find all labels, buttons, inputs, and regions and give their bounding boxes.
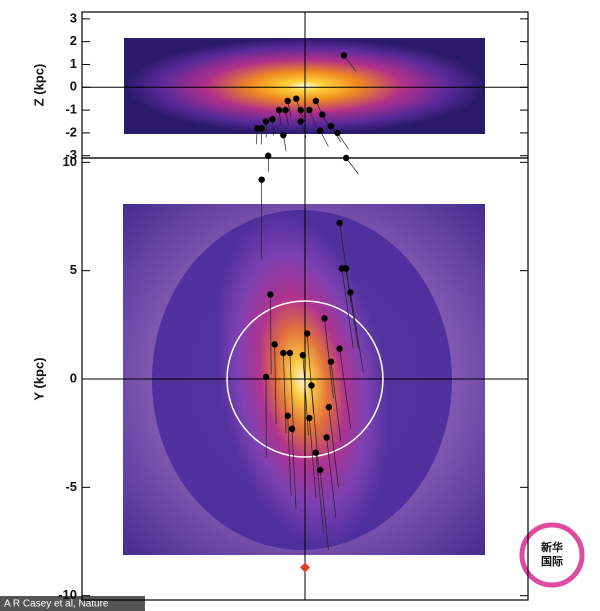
star — [267, 291, 274, 298]
track — [274, 344, 277, 425]
star — [288, 425, 296, 433]
y-axis-label: Y (kpc) — [31, 357, 46, 400]
star — [319, 111, 326, 118]
track — [291, 428, 297, 509]
track — [289, 352, 294, 434]
star — [299, 351, 307, 359]
star — [297, 106, 304, 114]
star — [342, 265, 350, 272]
y-tick-label: 0 — [70, 79, 77, 94]
star — [262, 118, 270, 125]
y-tick-label: 2 — [70, 33, 77, 48]
star — [258, 176, 265, 183]
star — [269, 116, 276, 123]
star — [327, 122, 335, 130]
star — [254, 125, 261, 132]
star — [282, 106, 289, 114]
star — [264, 152, 272, 159]
star — [280, 131, 287, 139]
track — [270, 294, 272, 375]
star — [340, 52, 348, 59]
track — [324, 318, 334, 399]
y-tick-label: -2 — [65, 124, 77, 139]
star — [325, 403, 333, 411]
star — [293, 95, 300, 102]
star — [286, 349, 294, 357]
track — [302, 355, 309, 436]
logo-face — [528, 531, 576, 579]
track — [330, 361, 342, 442]
track — [282, 352, 287, 434]
track — [345, 157, 359, 175]
track — [341, 268, 354, 349]
star — [303, 330, 311, 337]
star — [280, 349, 287, 357]
y-tick-label: 0 — [70, 370, 77, 385]
star — [347, 289, 354, 296]
y-tick-label: 3 — [70, 10, 77, 25]
logo-ring — [519, 522, 585, 588]
y-tick-label: 5 — [70, 262, 77, 277]
track — [350, 292, 364, 373]
logo-text: 国际 — [541, 554, 563, 568]
y-tick-label: 1 — [70, 56, 77, 71]
star — [321, 315, 328, 322]
track — [339, 348, 352, 429]
track — [315, 452, 324, 533]
star — [312, 449, 320, 456]
logo-text: 新华 — [541, 540, 563, 554]
y-tick-label: -3 — [65, 147, 77, 162]
star — [262, 373, 270, 381]
star — [306, 106, 313, 114]
star — [316, 466, 324, 474]
y-tick-label: -5 — [65, 479, 77, 494]
star — [334, 129, 341, 137]
density-glow — [152, 210, 452, 550]
star — [275, 106, 283, 114]
star — [316, 127, 324, 134]
star — [336, 345, 343, 352]
star — [271, 341, 278, 348]
star — [284, 97, 291, 105]
y-axis-label: Z (kpc) — [31, 64, 46, 107]
credit: A R Casey et al, Nature — [4, 599, 109, 610]
track — [343, 55, 357, 72]
track — [308, 417, 317, 499]
star — [284, 412, 291, 420]
star — [297, 118, 304, 125]
star — [327, 358, 335, 365]
track — [345, 268, 359, 349]
ring — [226, 300, 384, 458]
frame — [81, 157, 529, 601]
star — [336, 219, 343, 227]
star — [306, 414, 313, 422]
y-tick-label: -1 — [65, 102, 77, 117]
sun — [300, 562, 310, 573]
y-tick-label: -10 — [58, 587, 77, 602]
track — [337, 132, 349, 150]
y-tick-label: 10 — [63, 154, 77, 169]
star — [308, 382, 315, 389]
track — [287, 415, 292, 496]
star — [323, 434, 330, 441]
track — [319, 469, 329, 551]
track — [326, 437, 337, 518]
track — [328, 407, 339, 488]
star — [312, 97, 320, 105]
